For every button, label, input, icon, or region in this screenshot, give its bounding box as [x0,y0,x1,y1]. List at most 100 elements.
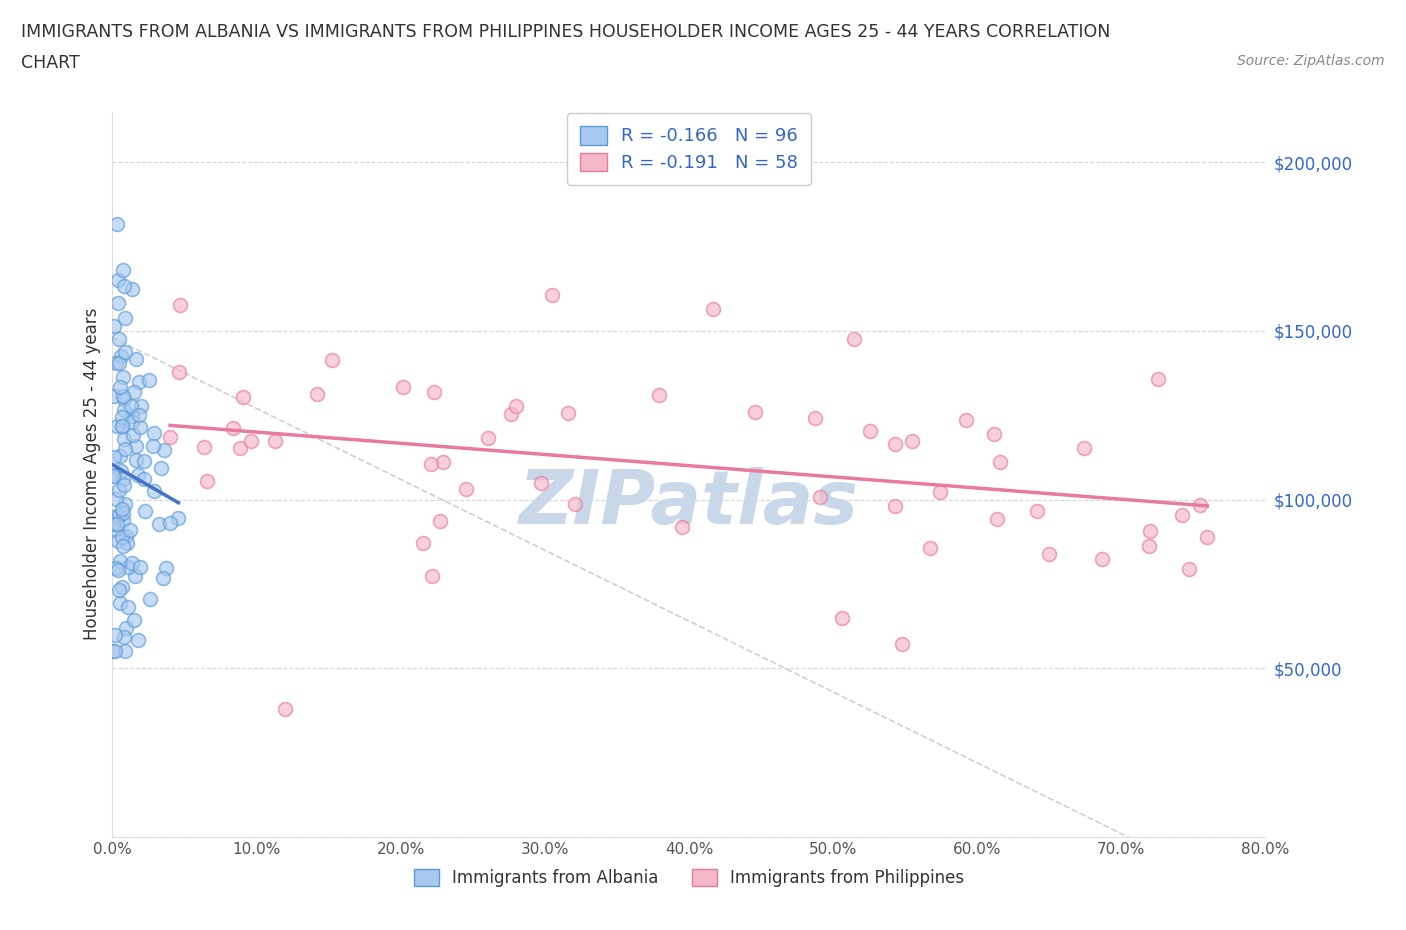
Point [955,412,977,427]
Text: CHART: CHART [21,54,80,72]
Point [844,332,866,347]
Point [167,511,190,525]
Point [124,568,146,583]
Point [104,560,127,575]
Point [149,460,172,475]
Point [138,372,160,387]
Point [112,432,135,446]
Point [115,620,138,635]
Point [307,387,329,402]
Point [104,356,127,371]
Point [321,352,343,367]
Point [121,408,143,423]
Point [228,440,250,455]
Point [1171,508,1194,523]
Point [505,399,527,414]
Point [111,262,134,277]
Point [1038,546,1060,561]
Point [115,528,138,543]
Point [127,468,149,483]
Point [104,628,127,643]
Point [114,344,136,359]
Point [107,355,129,370]
Point [108,553,131,568]
Point [124,384,146,399]
Point [103,450,125,465]
Point [122,613,145,628]
Point [983,427,1005,442]
Point [128,407,150,422]
Point [105,217,128,232]
Point [112,279,135,294]
Point [264,433,287,448]
Point [148,517,170,532]
Point [121,282,143,297]
Point [111,418,134,433]
Point [155,561,177,576]
Point [105,418,128,433]
Point [986,512,1008,526]
Point [702,302,724,317]
Point [918,540,941,555]
Point [103,644,125,658]
Point [103,319,125,334]
Point [128,374,150,389]
Point [744,405,766,420]
Point [103,516,125,531]
Point [108,380,131,395]
Point [117,600,139,615]
Point [129,419,152,434]
Point [419,457,441,472]
Point [110,448,132,463]
Point [929,485,952,499]
Point [1137,538,1160,553]
Point [112,630,135,644]
Point [159,430,181,445]
Point [391,379,413,394]
Point [111,529,134,544]
Point [159,515,181,530]
Point [859,423,882,438]
Point [112,538,135,553]
Point [129,560,152,575]
Point [432,455,454,470]
Point [499,406,522,421]
Point [139,591,162,606]
Point [142,425,165,440]
Point [110,464,132,479]
Point [105,516,128,531]
Point [129,399,152,414]
Point [105,491,128,506]
Point [107,534,129,549]
Point [114,442,136,457]
Point [107,272,129,287]
Point [169,298,191,312]
Point [239,433,262,448]
Point [110,348,132,363]
Point [884,436,907,451]
Point [127,632,149,647]
Point [988,455,1011,470]
Point [153,443,176,458]
Point [221,421,243,436]
Point [111,502,134,517]
Point [125,352,148,366]
Point [112,388,135,403]
Point [104,644,127,658]
Point [108,508,131,523]
Point [112,403,135,418]
Point [121,414,143,429]
Point [232,390,254,405]
Point [125,439,148,454]
Point [107,563,129,578]
Point [112,472,135,486]
Point [111,418,134,433]
Text: ZIPatlas: ZIPatlas [519,467,859,539]
Point [120,398,142,413]
Point [125,453,148,468]
Point [132,454,155,469]
Point [103,467,125,482]
Point [103,469,125,484]
Point [197,473,219,488]
Point [1139,524,1161,538]
